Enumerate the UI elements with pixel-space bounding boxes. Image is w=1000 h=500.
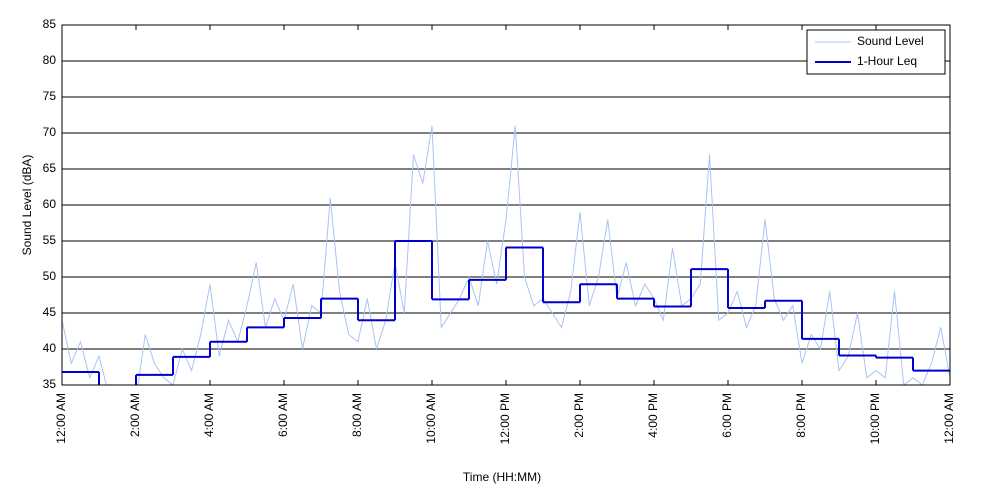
sound-level-line	[62, 125, 950, 385]
y-tick-label: 45	[43, 305, 57, 319]
y-tick-label: 50	[43, 269, 57, 283]
y-tick-label: 75	[43, 89, 57, 103]
legend-box	[806, 29, 946, 75]
legend-label: 1-Hour Leq	[857, 54, 917, 68]
x-tick-label: 12:00 PM	[498, 393, 512, 444]
y-tick-label: 55	[43, 233, 57, 247]
y-tick-label: 85	[43, 17, 57, 31]
x-tick-label: 12:00 AM	[54, 393, 68, 444]
y-tick-label: 60	[43, 197, 57, 211]
y-tick-label: 40	[43, 341, 57, 355]
x-axis-label: Time (HH:MM)	[463, 470, 541, 484]
y-axis-label: Sound Level (dBA)	[20, 155, 34, 256]
y-tick-label: 70	[43, 125, 57, 139]
plot-frame	[61, 24, 951, 386]
x-tick-label: 4:00 AM	[202, 393, 216, 437]
x-tick-label: 8:00 PM	[794, 393, 808, 438]
x-tick-label: 10:00 PM	[868, 393, 882, 444]
x-tick-label: 6:00 AM	[276, 393, 290, 437]
x-tick-label: 12:00 AM	[942, 393, 956, 444]
x-tick-label: 6:00 PM	[720, 393, 734, 438]
y-tick-label: 80	[43, 53, 57, 67]
y-tick-label: 35	[43, 377, 57, 391]
x-tick-label: 2:00 PM	[572, 393, 586, 438]
x-tick-label: 8:00 AM	[350, 393, 364, 437]
x-tick-label: 4:00 PM	[646, 393, 660, 438]
x-tick-label: 10:00 AM	[424, 393, 438, 444]
y-tick-label: 65	[43, 161, 57, 175]
legend-label: Sound Level	[857, 34, 924, 48]
x-tick-label: 2:00 AM	[128, 393, 142, 437]
plot-area	[62, 125, 950, 385]
